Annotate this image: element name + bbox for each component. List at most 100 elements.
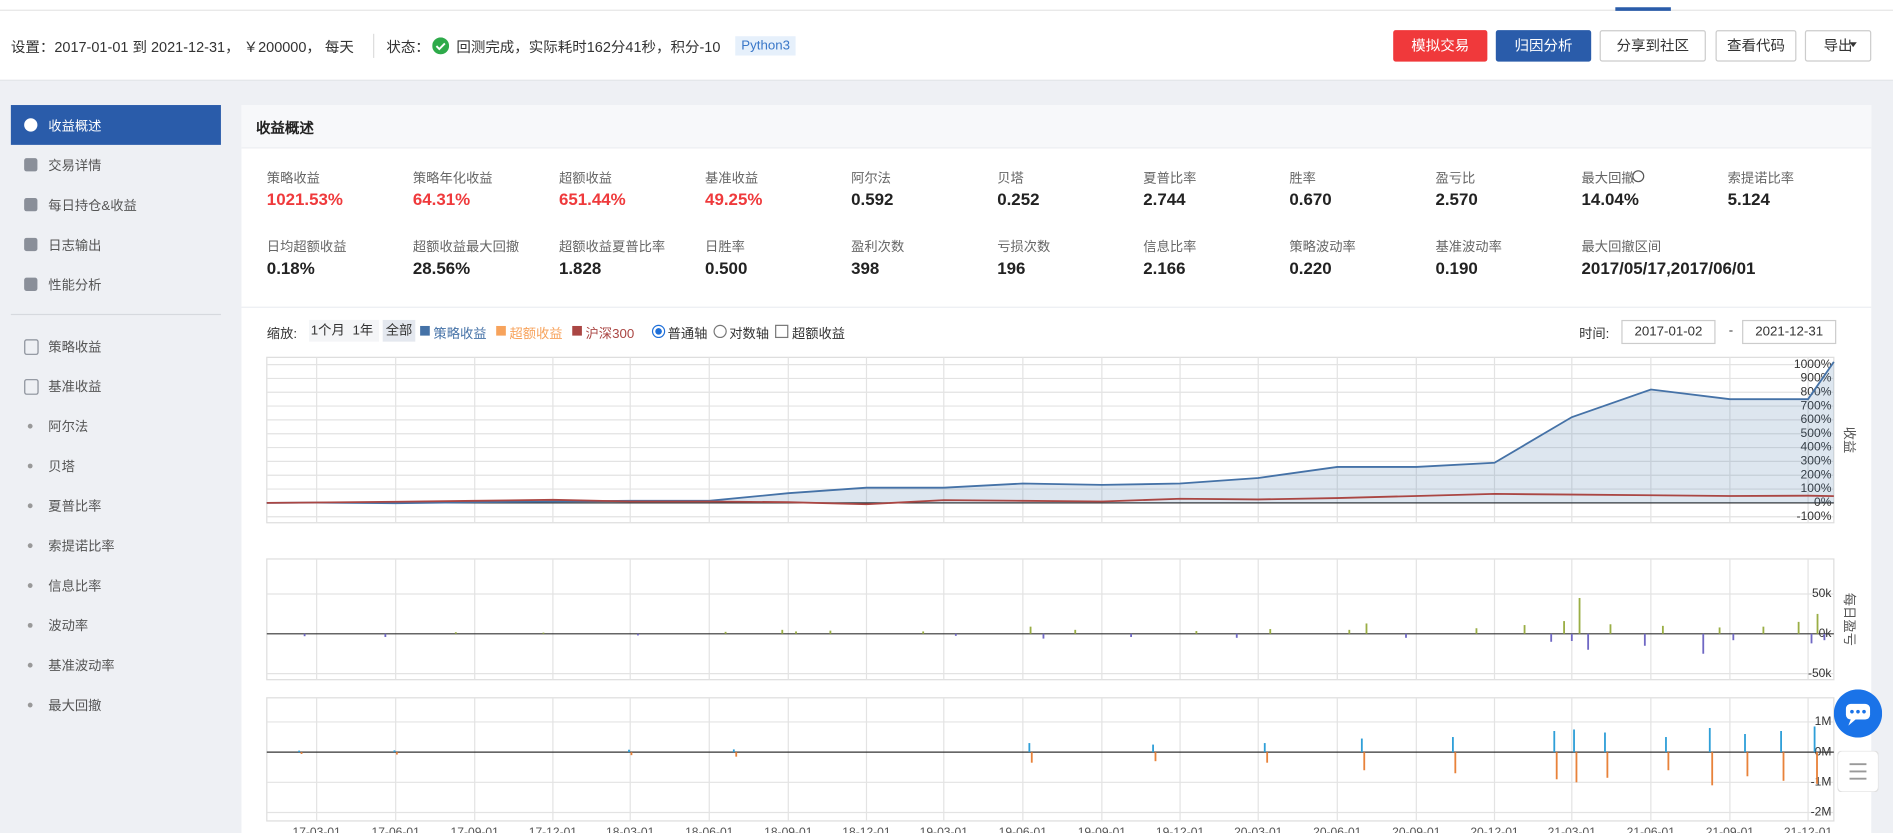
metrics-divider bbox=[241, 306, 1872, 308]
y-tick-label: 800% bbox=[1801, 384, 1832, 398]
toolbar-button[interactable]: 查看代码 bbox=[1715, 30, 1797, 62]
checkbox-label: 超额收益 bbox=[791, 327, 846, 342]
legend-swatch bbox=[572, 325, 582, 336]
legend-label[interactable]: 沪深300 bbox=[585, 327, 635, 342]
checkbox[interactable] bbox=[775, 324, 789, 339]
plot-frame bbox=[266, 697, 1835, 822]
radio[interactable] bbox=[651, 324, 666, 339]
metric-value: 398 bbox=[851, 258, 880, 278]
metric-label: 策略年化收益 bbox=[412, 171, 493, 186]
bar bbox=[1604, 732, 1606, 753]
y-tick-label: 400% bbox=[1801, 440, 1832, 454]
bar bbox=[1363, 752, 1366, 771]
y-tick-label: -1M bbox=[1811, 774, 1832, 788]
nav-item[interactable]: 波动率 bbox=[48, 619, 89, 634]
zoom-button[interactable]: 1个月 bbox=[309, 319, 347, 342]
nav-item[interactable]: 贝塔 bbox=[48, 459, 75, 475]
y-tick-label: 50k bbox=[1812, 586, 1832, 600]
metric-label: 信息比率 bbox=[1143, 240, 1197, 255]
bar bbox=[1732, 633, 1735, 641]
metric-label: 超额收益 bbox=[558, 171, 613, 186]
nav-item[interactable]: 基准波动率 bbox=[48, 659, 115, 674]
bar bbox=[1718, 627, 1721, 634]
metric-label: 索提诺比率 bbox=[1727, 171, 1795, 186]
radio[interactable] bbox=[713, 324, 727, 339]
metric-value: 0.500 bbox=[705, 258, 748, 278]
zoom-button[interactable]: 1年 bbox=[346, 319, 380, 342]
bar bbox=[1823, 633, 1826, 641]
nav-divider bbox=[10, 313, 221, 316]
bar bbox=[732, 749, 735, 753]
bar bbox=[1744, 734, 1746, 753]
zoom-label: 缩放: bbox=[266, 327, 298, 342]
y-tick-label: 300% bbox=[1801, 454, 1832, 468]
nav-item[interactable]: 索提诺比率 bbox=[48, 539, 115, 555]
axis-label: 收益 bbox=[1842, 427, 1857, 454]
list-button[interactable] bbox=[1837, 750, 1879, 792]
nav-item[interactable]: 信息比率 bbox=[48, 579, 102, 594]
bar bbox=[1702, 633, 1705, 654]
zoom-button[interactable]: 全部 bbox=[382, 319, 416, 342]
metric-label: 日胜率 bbox=[705, 240, 745, 255]
nav-item[interactable]: 性能分析 bbox=[48, 278, 102, 294]
x-tick-label: 18-03-01 bbox=[606, 825, 655, 833]
nav-item[interactable]: 夏普比率 bbox=[48, 499, 102, 515]
bar bbox=[1813, 726, 1816, 753]
line bbox=[266, 492, 1834, 506]
toolbar-button[interactable]: 导出 bbox=[1804, 30, 1872, 62]
bar bbox=[1711, 752, 1714, 786]
bar bbox=[1475, 628, 1478, 634]
x-tick-label: 21-03-01 bbox=[1548, 825, 1597, 833]
nav-item[interactable]: 交易详情 bbox=[48, 159, 102, 174]
nav-item[interactable]: 日志输出 bbox=[48, 239, 102, 254]
bar bbox=[1667, 752, 1670, 771]
bar bbox=[1550, 633, 1553, 642]
bar bbox=[1028, 743, 1031, 753]
bar bbox=[1665, 737, 1667, 753]
x-tick-label: 19-09-01 bbox=[1078, 825, 1127, 833]
nav-item[interactable]: 策略收益 bbox=[48, 340, 102, 355]
metric-label: 最大回撤区间 bbox=[1581, 240, 1662, 255]
toolbar-button[interactable]: 归因分析 bbox=[1495, 30, 1592, 62]
line bbox=[266, 361, 1835, 505]
range-separator: - bbox=[1728, 323, 1734, 339]
nav-item[interactable]: 收益概述 bbox=[48, 119, 102, 135]
date-input[interactable]: 2021-12-31 bbox=[1742, 319, 1837, 345]
y-tick-label: 1M bbox=[1815, 714, 1832, 728]
plot-frame bbox=[266, 356, 1835, 524]
bar bbox=[1643, 633, 1646, 646]
x-tick-label: 17-09-01 bbox=[451, 825, 500, 833]
toolbar-button[interactable]: 分享到社区 bbox=[1599, 30, 1706, 62]
nav-item[interactable]: 基准收益 bbox=[48, 380, 102, 395]
x-tick-label: 20-03-01 bbox=[1234, 825, 1283, 833]
metric-value: 49.25% bbox=[705, 189, 763, 209]
settings: 2017-01-01 到 2021-12-31， ￥200000， 每天 bbox=[54, 38, 354, 56]
legend-label[interactable]: 超额收益 bbox=[509, 327, 563, 342]
y-tick-label: 500% bbox=[1801, 426, 1832, 440]
nav-item[interactable]: 每日持仓&收益 bbox=[48, 199, 137, 214]
metric-label: 策略波动率 bbox=[1289, 240, 1356, 255]
x-tick-label: 17-06-01 bbox=[372, 825, 421, 833]
x-tick-label: 19-06-01 bbox=[999, 825, 1048, 833]
metric-value: 651.44% bbox=[558, 189, 626, 209]
x-tick-label: 21-09-01 bbox=[1706, 825, 1755, 833]
bar bbox=[1797, 621, 1800, 634]
bar bbox=[1360, 738, 1363, 753]
bar bbox=[922, 631, 925, 634]
bar bbox=[1570, 633, 1573, 641]
metric-label: 盈利次数 bbox=[851, 240, 905, 255]
date-input[interactable]: 2017-01-02 bbox=[1621, 319, 1716, 345]
nav-icon bbox=[24, 277, 38, 291]
chat-button[interactable] bbox=[1833, 689, 1883, 738]
bar bbox=[630, 752, 633, 756]
metric-value: 2.570 bbox=[1435, 189, 1478, 209]
bar bbox=[637, 633, 639, 636]
bar bbox=[1782, 752, 1785, 781]
bar bbox=[1451, 737, 1454, 753]
toolbar-button[interactable]: 模拟交易 bbox=[1393, 30, 1488, 62]
nav-item[interactable]: 最大回撤 bbox=[48, 699, 102, 714]
legend-label[interactable]: 策略收益 bbox=[433, 327, 487, 342]
nav-item[interactable]: 阿尔法 bbox=[48, 420, 89, 435]
metric-label: 夏普比率 bbox=[1143, 171, 1197, 186]
x-tick-label: 19-12-01 bbox=[1156, 825, 1205, 833]
